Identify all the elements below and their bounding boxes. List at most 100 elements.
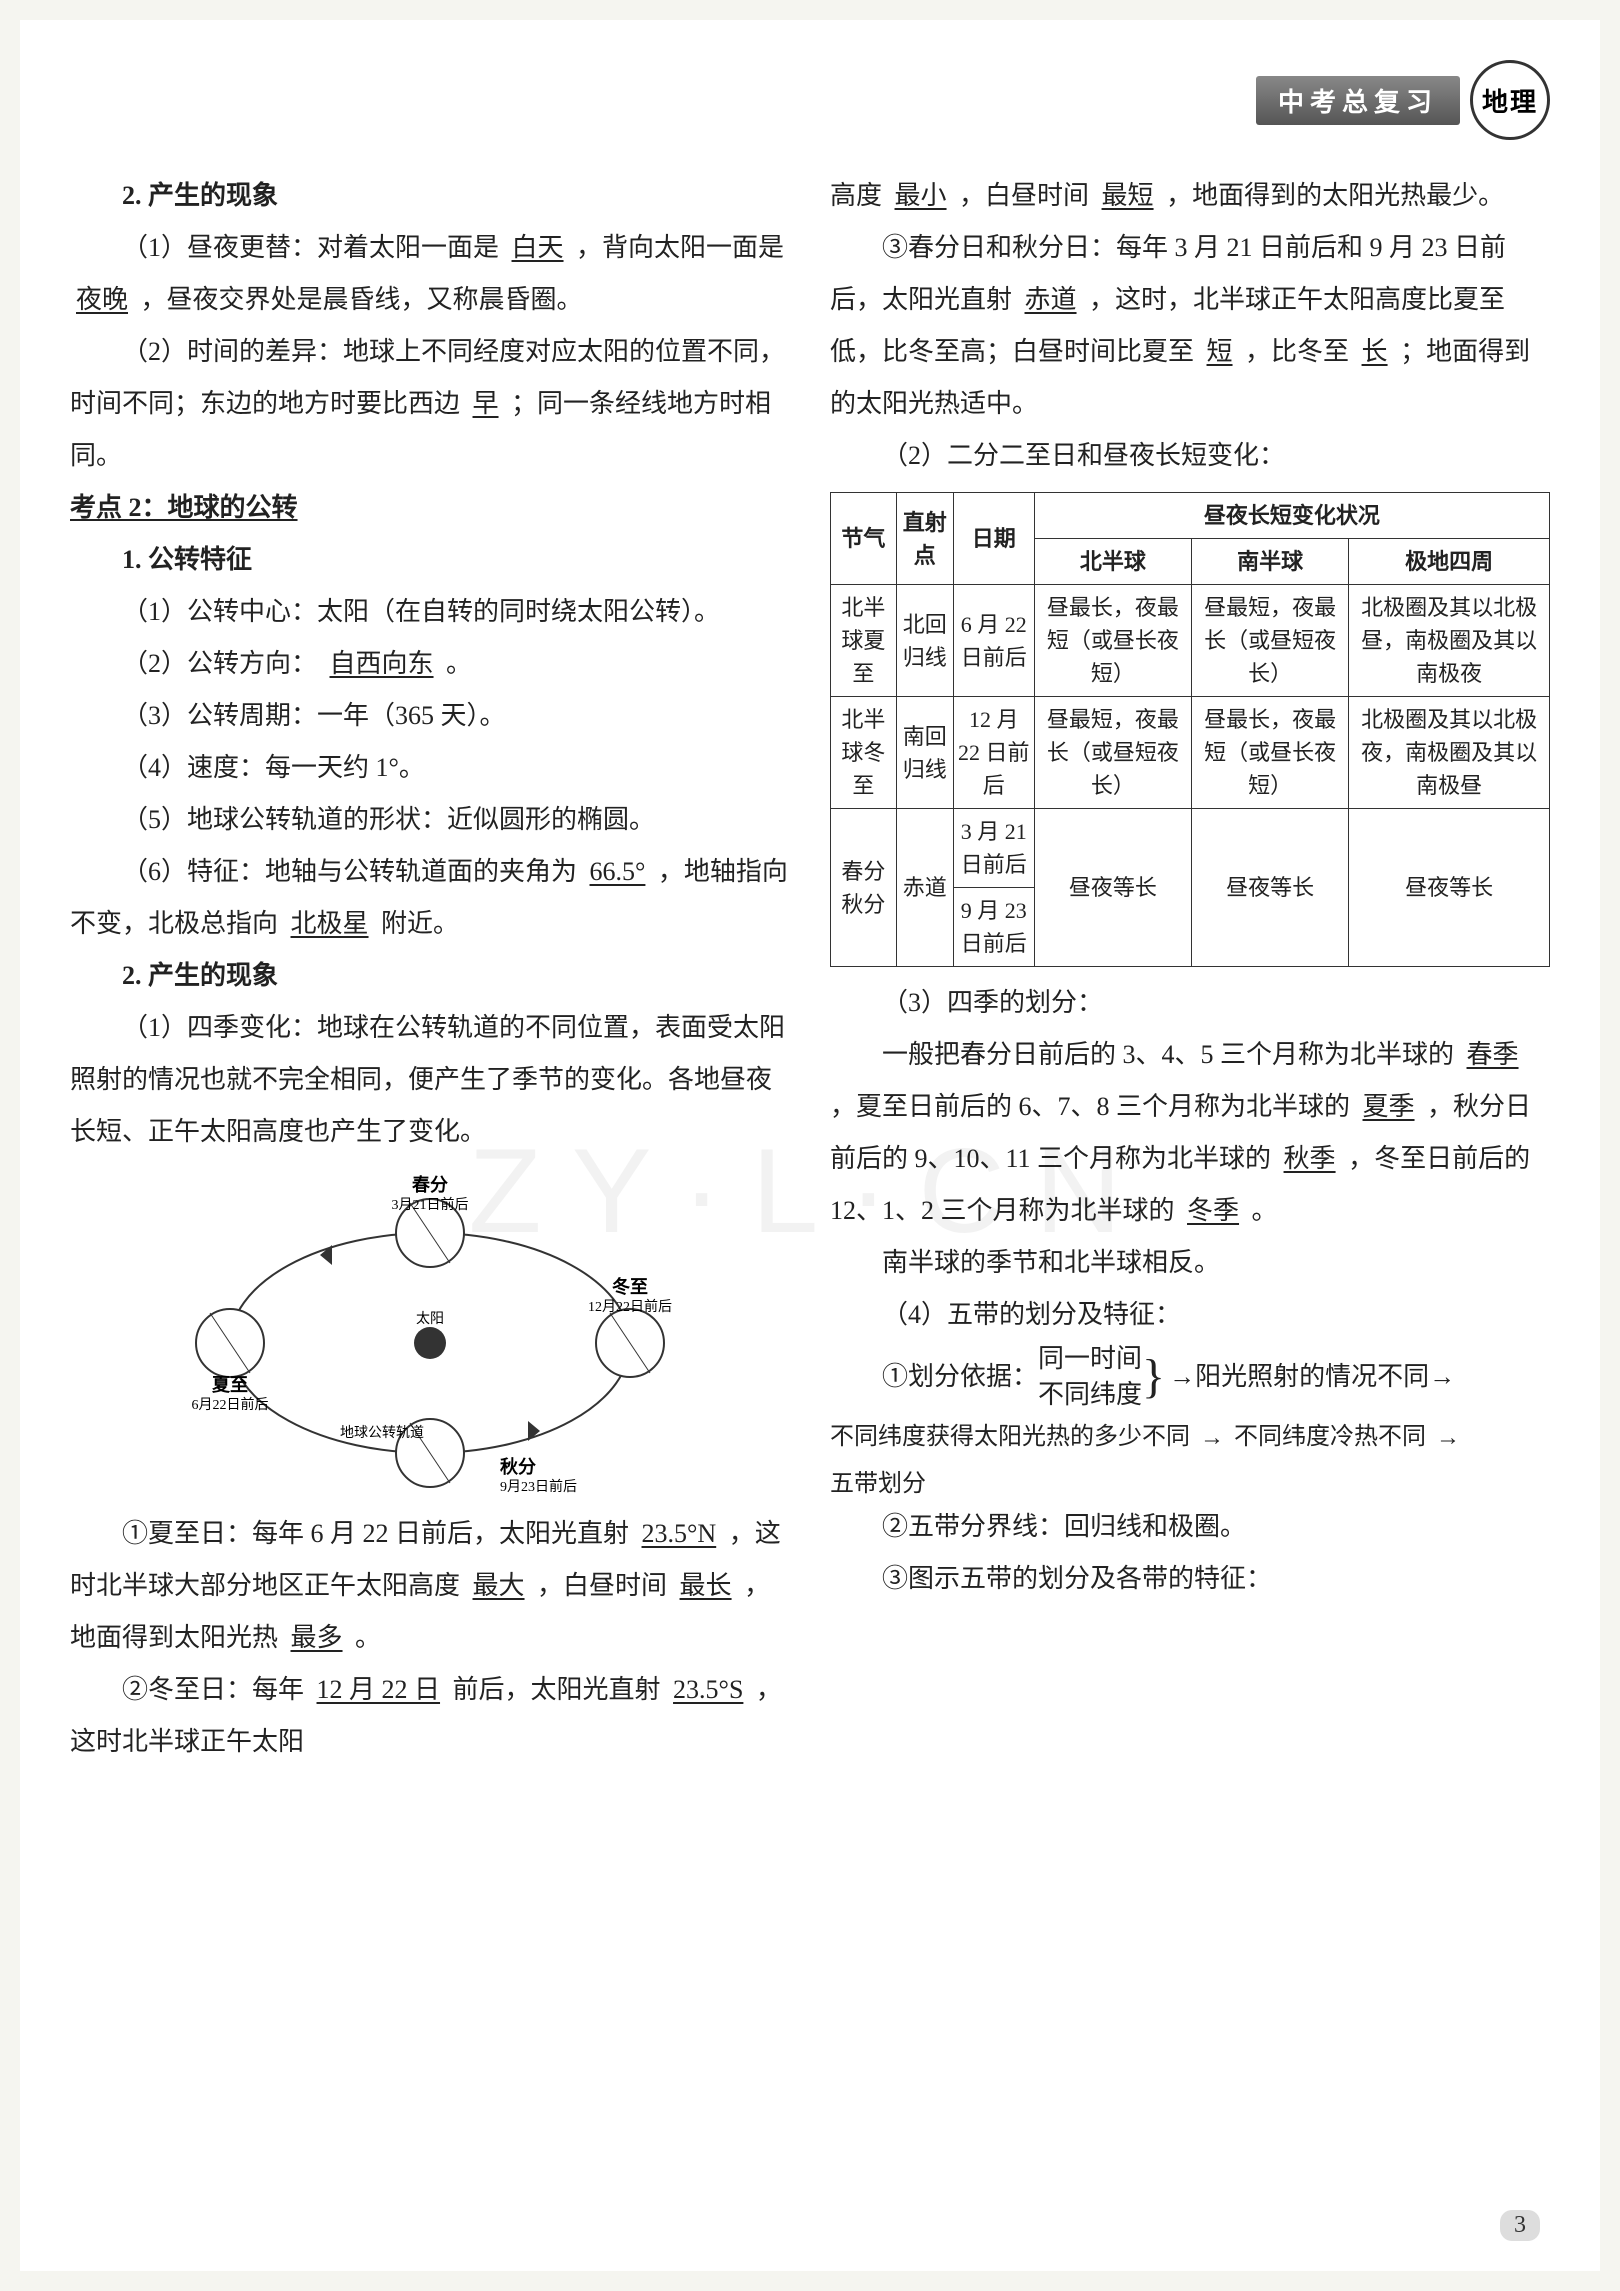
para-dongzhi: ②冬至日：每年 12 月 22 日 前后，太阳光直射 23.5°S ，这时北半球… (70, 1664, 790, 1768)
text: （2）公转方向： (122, 649, 317, 678)
para-seasons: （1）四季变化：地球在公转轨道的不同位置，表面受太阳照射的情况也就不完全相同，便… (70, 1002, 790, 1158)
cell: 12 月 22 日前后 (953, 697, 1034, 809)
earth-chunfen: 春分 3月21日前后 (392, 1174, 469, 1267)
th-south: 南半球 (1192, 539, 1349, 585)
page: ZY·L·CN 中考总复习 地理 2. 产生的现象 （1）昼夜更替：对着太阳一面… (20, 20, 1600, 2271)
subject-badge: 地理 (1470, 60, 1550, 140)
text: （1）昼夜更替：对着太阳一面是 (122, 233, 499, 262)
cell: 昼最短，夜最长（或昼短夜长） (1192, 585, 1349, 697)
blank-direction: 自西向东 (324, 649, 440, 678)
text: ②冬至日：每年 (122, 1675, 304, 1704)
text: 前后，太阳光直射 (453, 1675, 661, 1704)
blank-polaris: 北极星 (285, 909, 375, 938)
cell: 北极圈及其以北极夜，南极圈及其以南极昼 (1349, 697, 1550, 809)
para-table-intro: （2）二分二至日和昼夜长短变化： (830, 430, 1550, 482)
para-four-seasons: 一般把春分日前后的 3、4、5 三个月称为北半球的 春季 ，夏至日前后的 6、7… (830, 1029, 1550, 1237)
text: ，白昼时间 (959, 181, 1089, 210)
blank-spring: 春季 (1461, 1040, 1525, 1069)
para-day-night: （1）昼夜更替：对着太阳一面是 白天 ，背向太阳一面是 夜晚 ，昼夜交界处是晨昏… (70, 222, 790, 326)
text: 不同纬度获得太阳光热的多少不同 (830, 1421, 1190, 1455)
heading-revolution-char: 1. 公转特征 (70, 534, 790, 586)
para-xiazhi: ①夏至日：每年 6 月 22 日前后，太阳光直射 23.5°N ，这时北半球大部… (70, 1508, 790, 1664)
table-row: 北半球冬至 南回归线 12 月 22 日前后 昼最短，夜最长（或昼短夜长） 昼最… (831, 697, 1550, 809)
flow-a: 不同纬度获得太阳光热的多少不同 (830, 1421, 1190, 1455)
cell: 南回归线 (896, 697, 953, 809)
th-jieqi: 节气 (831, 493, 897, 585)
left-column: 2. 产生的现象 （1）昼夜更替：对着太阳一面是 白天 ，背向太阳一面是 夜晚 … (70, 170, 790, 1768)
cell: 3 月 21 日前后 (953, 809, 1034, 888)
xiazhi-label: 夏至 (212, 1375, 248, 1395)
blank-winter: 冬季 (1181, 1196, 1245, 1225)
exam-point-label: 考点 2：地球的公转 (70, 493, 298, 522)
basis-stack: 同一时间 不同纬度 (1038, 1341, 1142, 1414)
cell: 昼最长，夜最短（或昼长夜短） (1034, 585, 1191, 697)
chunfen-date: 3月21日前后 (392, 1196, 469, 1213)
text: 。 (355, 1623, 381, 1652)
blank-day: 白天 (506, 233, 570, 262)
header-strip: 中考总复习 地理 (70, 60, 1550, 140)
sunlight-label: 阳光照射的情况不同 (1195, 1359, 1429, 1395)
para-speed: （4）速度：每一天约 1°。 (70, 742, 790, 794)
blank-dec22: 12 月 22 日 (311, 1675, 447, 1704)
brace-icon: } (1142, 1353, 1165, 1401)
th-daylight: 昼夜长短变化状况 (1034, 493, 1549, 539)
review-title: 中考总复习 (1256, 76, 1460, 125)
text: ，地面得到的太阳光热最少。 (1166, 181, 1504, 210)
blank-night: 夜晚 (70, 285, 134, 314)
blank-tropic-s: 23.5°S (667, 1675, 749, 1704)
text: 。 (1252, 1196, 1278, 1225)
text: 阳光照射的情况不同 (1195, 1359, 1429, 1395)
cell: 6 月 22 日前后 (953, 585, 1034, 697)
para-time-diff: （2）时间的差异：地球上不同经度对应太阳的位置不同，时间不同；东边的地方时要比西… (70, 326, 790, 482)
table-row: 春分 秋分 赤道 3 月 21 日前后 昼夜等长 昼夜等长 昼夜等长 (831, 809, 1550, 888)
para-zone-boundary: ②五带分界线：回归线和极圈。 (830, 1501, 1550, 1553)
basis-top: 同一时间 (1038, 1341, 1142, 1377)
content-columns: 2. 产生的现象 （1）昼夜更替：对着太阳一面是 白天 ，背向太阳一面是 夜晚 … (70, 170, 1550, 1768)
qiufen-label: 秋分 (500, 1456, 536, 1477)
heading-phenomena-1: 2. 产生的现象 (70, 170, 790, 222)
para-five-zones-head: （4）五带的划分及特征： (830, 1289, 1550, 1341)
text: ，背向太阳一面是 (576, 233, 784, 262)
right-column: 高度 最小 ，白昼时间 最短 ，地面得到的太阳光热最少。 ③春分日和秋分日：每年… (830, 170, 1550, 1768)
th-point: 直射点 (896, 493, 953, 585)
cell: 9 月 23 日前后 (953, 888, 1034, 967)
cell: 昼最短，夜最长（或昼短夜长） (1034, 697, 1191, 809)
cell: 赤道 (896, 809, 953, 967)
cell: 北回归线 (896, 585, 953, 697)
orbit-label: 地球公转轨道 (340, 1425, 424, 1441)
blank-shorter: 短 (1201, 337, 1239, 366)
text: ，比冬至 (1245, 337, 1349, 366)
dongzhi-date: 12月22日前后 (588, 1298, 672, 1315)
page-number: 3 (1500, 2210, 1540, 2241)
flow-b: 不同纬度冷热不同 (1234, 1421, 1426, 1455)
cell: 北极圈及其以北极昼，南极圈及其以南极夜 (1349, 585, 1550, 697)
exam-point-2: 考点 2：地球的公转 (70, 482, 790, 534)
th-north: 北半球 (1034, 539, 1191, 585)
blank-longest: 最长 (674, 1571, 738, 1600)
para-orbit-shape: （5）地球公转轨道的形状：近似圆形的椭圆。 (70, 794, 790, 846)
blank-most: 最多 (285, 1623, 349, 1652)
cell: 昼夜等长 (1034, 809, 1191, 967)
blank-early: 早 (467, 389, 505, 418)
para-axis: （6）特征：地轴与公转轨道面的夹角为 66.5° ，地轴指向不变，北极总指向 北… (70, 846, 790, 950)
blank-summer: 夏季 (1357, 1092, 1421, 1121)
qiufen-date: 9月23日前后 (500, 1478, 577, 1493)
heading-phenomena-2: 2. 产生的现象 (70, 950, 790, 1002)
dongzhi-label: 冬至 (612, 1276, 648, 1297)
solstice-equinox-table: 节气 直射点 日期 昼夜长短变化状况 北半球 南半球 极地四周 北半球夏至 北回… (830, 492, 1550, 967)
earth-xiazhi: 夏至 6月22日前后 (192, 1309, 269, 1413)
flow-c: 五带划分 (830, 1468, 926, 1502)
text: 。 (446, 649, 472, 678)
para-center: （1）公转中心：太阳（在自转的同时绕太阳公转）。 (70, 586, 790, 638)
text: 附近。 (381, 909, 459, 938)
text: 一般把春分日前后的 3、4、5 三个月称为北半球的 (882, 1040, 1454, 1069)
th-polar: 极地四周 (1349, 539, 1550, 585)
blank-shortest: 最短 (1096, 181, 1160, 210)
text: 不同纬度冷热不同 (1234, 1421, 1426, 1455)
blank-equator: 赤道 (1019, 285, 1083, 314)
text: ①划分依据： (882, 1351, 1038, 1403)
table-row: 北半球夏至 北回归线 6 月 22 日前后 昼最长，夜最短（或昼长夜短） 昼最短… (831, 585, 1550, 697)
chunfen-label: 春分 (412, 1174, 448, 1195)
xiazhi-date: 6月22日前后 (192, 1396, 269, 1413)
flow-line-2: 不同纬度获得太阳光热的多少不同 → 不同纬度冷热不同 → 五带划分 (830, 1414, 1550, 1502)
